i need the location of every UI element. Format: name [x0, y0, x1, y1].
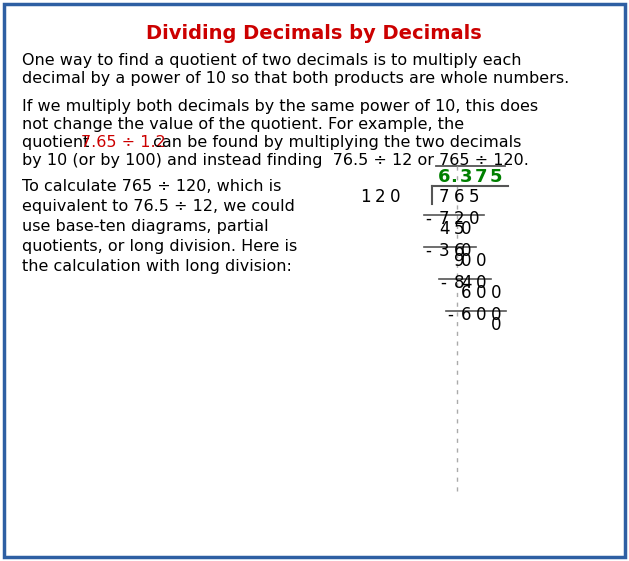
Text: 6: 6 — [454, 242, 464, 260]
Text: -: - — [425, 242, 431, 260]
Text: 7: 7 — [475, 168, 487, 186]
Text: 2: 2 — [454, 210, 464, 228]
Text: 0: 0 — [476, 252, 486, 270]
Text: 5: 5 — [490, 168, 502, 186]
Text: 7: 7 — [439, 188, 449, 206]
Text: Dividing Decimals by Decimals: Dividing Decimals by Decimals — [146, 24, 482, 43]
Text: 9: 9 — [454, 252, 464, 270]
Text: 5: 5 — [469, 188, 479, 206]
Text: 6: 6 — [438, 168, 450, 186]
Text: 5: 5 — [454, 220, 464, 238]
Text: the calculation with long division:: the calculation with long division: — [22, 259, 292, 274]
Text: -: - — [425, 210, 431, 228]
Text: One way to find a quotient of two decimals is to multiply each: One way to find a quotient of two decima… — [22, 53, 521, 68]
Text: use base-ten diagrams, partial: use base-ten diagrams, partial — [22, 219, 269, 234]
Text: 0: 0 — [491, 316, 501, 334]
Text: 4: 4 — [439, 220, 449, 238]
Text: -: - — [447, 306, 453, 324]
Text: equivalent to 76.5 ÷ 12, we could: equivalent to 76.5 ÷ 12, we could — [22, 199, 295, 214]
Text: 0: 0 — [461, 220, 471, 238]
Text: 0: 0 — [491, 284, 501, 302]
Text: decimal by a power of 10 so that both products are whole numbers.: decimal by a power of 10 so that both pr… — [22, 71, 569, 86]
Text: 2: 2 — [375, 188, 386, 206]
Text: .: . — [450, 168, 457, 186]
Text: 7: 7 — [439, 210, 449, 228]
Text: 0: 0 — [476, 284, 486, 302]
Text: 0: 0 — [491, 306, 501, 324]
Text: can be found by multiplying the two decimals: can be found by multiplying the two deci… — [148, 135, 521, 150]
Text: 3: 3 — [438, 242, 449, 260]
Text: quotient: quotient — [22, 135, 94, 150]
Text: To calculate 765 ÷ 120, which is: To calculate 765 ÷ 120, which is — [22, 179, 281, 194]
Text: -: - — [440, 274, 446, 292]
Text: quotients, or long division. Here is: quotients, or long division. Here is — [22, 239, 298, 254]
Text: 6: 6 — [454, 188, 464, 206]
Text: 6: 6 — [461, 284, 471, 302]
Text: 6: 6 — [461, 306, 471, 324]
Text: 0: 0 — [461, 252, 471, 270]
Text: 3: 3 — [460, 168, 472, 186]
Text: 0: 0 — [390, 188, 400, 206]
Text: by 10 (or by 100) and instead finding  76.5 ÷ 12 or 765 ÷ 120.: by 10 (or by 100) and instead finding 76… — [22, 153, 529, 168]
Text: 7.65 ÷ 1.2: 7.65 ÷ 1.2 — [81, 135, 166, 150]
Text: not change the value of the quotient. For example, the: not change the value of the quotient. Fo… — [22, 117, 464, 132]
Text: 0: 0 — [476, 274, 486, 292]
Text: 0: 0 — [476, 306, 486, 324]
Text: 1: 1 — [360, 188, 370, 206]
Text: 4: 4 — [461, 274, 471, 292]
Text: 8: 8 — [454, 274, 464, 292]
Text: 0: 0 — [469, 210, 479, 228]
Text: If we multiply both decimals by the same power of 10, this does: If we multiply both decimals by the same… — [22, 99, 538, 114]
FancyBboxPatch shape — [4, 4, 625, 557]
Text: 0: 0 — [461, 242, 471, 260]
